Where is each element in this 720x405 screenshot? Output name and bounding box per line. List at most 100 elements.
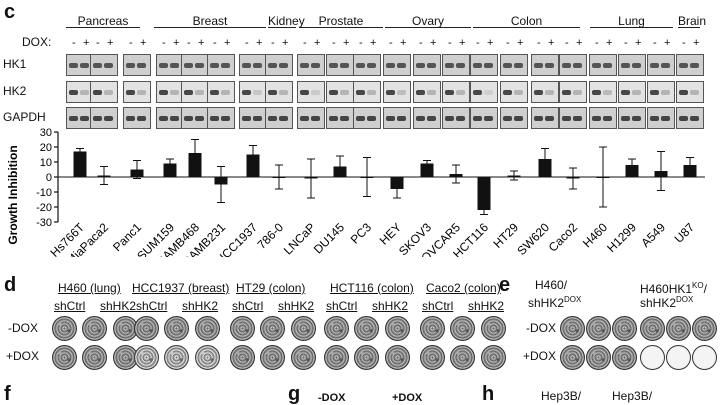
colony-dish bbox=[290, 316, 316, 341]
colony-sub-label: shHK2 bbox=[100, 299, 137, 313]
dox-minus: - bbox=[448, 37, 452, 49]
blot-band bbox=[300, 63, 309, 68]
colony-sub-label: shHK2 bbox=[278, 299, 315, 313]
blot-band bbox=[159, 116, 168, 121]
blot-band bbox=[503, 116, 512, 121]
dox-plus: + bbox=[517, 37, 524, 49]
blot-band bbox=[661, 63, 670, 68]
blot-band bbox=[69, 63, 78, 68]
colony-dish bbox=[384, 345, 410, 370]
dox-minus: - bbox=[359, 37, 363, 49]
y-tick-label: -10 bbox=[36, 187, 52, 199]
blot-band bbox=[545, 90, 554, 95]
blot-band bbox=[650, 116, 659, 121]
colony-dish bbox=[260, 345, 286, 370]
blot-band bbox=[679, 116, 688, 121]
colony-dish bbox=[612, 316, 637, 341]
dox-plus: + bbox=[370, 37, 377, 49]
blot-band bbox=[661, 116, 670, 121]
y-tick-label: 10 bbox=[40, 157, 52, 169]
blot-band bbox=[268, 116, 277, 121]
blot-band bbox=[562, 116, 571, 121]
blot-band bbox=[473, 63, 482, 68]
dox-minus: - bbox=[653, 37, 657, 49]
colony-dish bbox=[480, 345, 506, 370]
blot-lane bbox=[413, 81, 441, 103]
tissue-underline bbox=[678, 27, 700, 28]
blot-band bbox=[170, 90, 179, 95]
colony-dish bbox=[560, 345, 585, 370]
tissue-underline bbox=[385, 27, 471, 28]
blot-band bbox=[69, 116, 78, 121]
blot-band bbox=[690, 116, 699, 121]
dox-plus: + bbox=[664, 37, 671, 49]
blot-band bbox=[427, 63, 436, 68]
blot-band bbox=[104, 63, 113, 68]
blot-band bbox=[253, 63, 262, 68]
dox-minus: - bbox=[303, 37, 307, 49]
colony-group-label: HCT116 (colon) bbox=[330, 281, 414, 295]
blot-band bbox=[603, 116, 612, 121]
dox-plus: + bbox=[256, 37, 263, 49]
colony-dish bbox=[194, 316, 220, 341]
blot-band bbox=[300, 116, 309, 121]
e-col2-line1: H460HK1KO/ bbox=[640, 281, 707, 296]
dox-minus: - bbox=[595, 37, 599, 49]
g-minus-dox-label: -DOX bbox=[318, 392, 346, 404]
x-tick-label: PC3 bbox=[348, 220, 375, 247]
colony-sub-label: shHK2 bbox=[372, 299, 409, 313]
colony-dish bbox=[290, 345, 316, 370]
blot-band bbox=[268, 63, 277, 68]
blot-band bbox=[690, 63, 699, 68]
dox-plus: + bbox=[173, 37, 180, 49]
blot-band bbox=[386, 116, 395, 121]
colony-dish bbox=[82, 345, 108, 370]
blot-band bbox=[534, 63, 543, 68]
dox-plus: + bbox=[400, 37, 407, 49]
blot-band bbox=[80, 90, 89, 95]
blot-lane bbox=[589, 81, 617, 103]
dox-minus: - bbox=[332, 37, 336, 49]
dox-minus: - bbox=[682, 37, 686, 49]
colony-group-label: Caco2 (colon) bbox=[426, 281, 501, 295]
x-tick-label: LNCaP bbox=[281, 220, 318, 257]
blot-band bbox=[104, 116, 113, 121]
colony-dish bbox=[692, 316, 717, 341]
bar-Hs766T bbox=[73, 151, 87, 177]
tissue-underline bbox=[268, 27, 296, 28]
y-tick-label: -30 bbox=[36, 217, 52, 229]
blot-band bbox=[621, 116, 630, 121]
colony-dish bbox=[692, 345, 717, 370]
blot-band bbox=[484, 90, 493, 95]
minus-dox-row-label: -DOX bbox=[8, 321, 38, 335]
blot-band bbox=[159, 90, 168, 95]
blot-band bbox=[221, 90, 230, 95]
colony-dish bbox=[230, 316, 255, 341]
dox-minus: - bbox=[96, 37, 100, 49]
colony-sub-label: shHK2 bbox=[182, 299, 219, 313]
panel-c-letter: c bbox=[4, 1, 16, 23]
blot-band bbox=[427, 90, 436, 95]
blot-band bbox=[268, 90, 277, 95]
blot-band bbox=[137, 116, 146, 121]
blot-band bbox=[456, 90, 465, 95]
y-tick-label: 0 bbox=[46, 172, 52, 184]
colony-dish bbox=[586, 345, 611, 370]
dox-plus: + bbox=[314, 37, 321, 49]
bar-HCT116 bbox=[477, 177, 491, 210]
colony-sub-label: shCtrl bbox=[232, 299, 264, 313]
colony-sub-label: shCtrl bbox=[136, 299, 168, 313]
blot-band bbox=[573, 90, 582, 95]
colony-dish bbox=[354, 345, 380, 370]
blot-band bbox=[562, 90, 571, 95]
dox-plus: + bbox=[576, 37, 583, 49]
blot-band bbox=[311, 63, 320, 68]
blot-band bbox=[80, 116, 89, 121]
dox-plus: + bbox=[107, 37, 114, 49]
blot-band bbox=[445, 90, 454, 95]
blot-band bbox=[397, 63, 406, 68]
blot-band bbox=[126, 63, 135, 68]
colony-dish bbox=[450, 345, 476, 370]
blot-band bbox=[416, 116, 425, 121]
